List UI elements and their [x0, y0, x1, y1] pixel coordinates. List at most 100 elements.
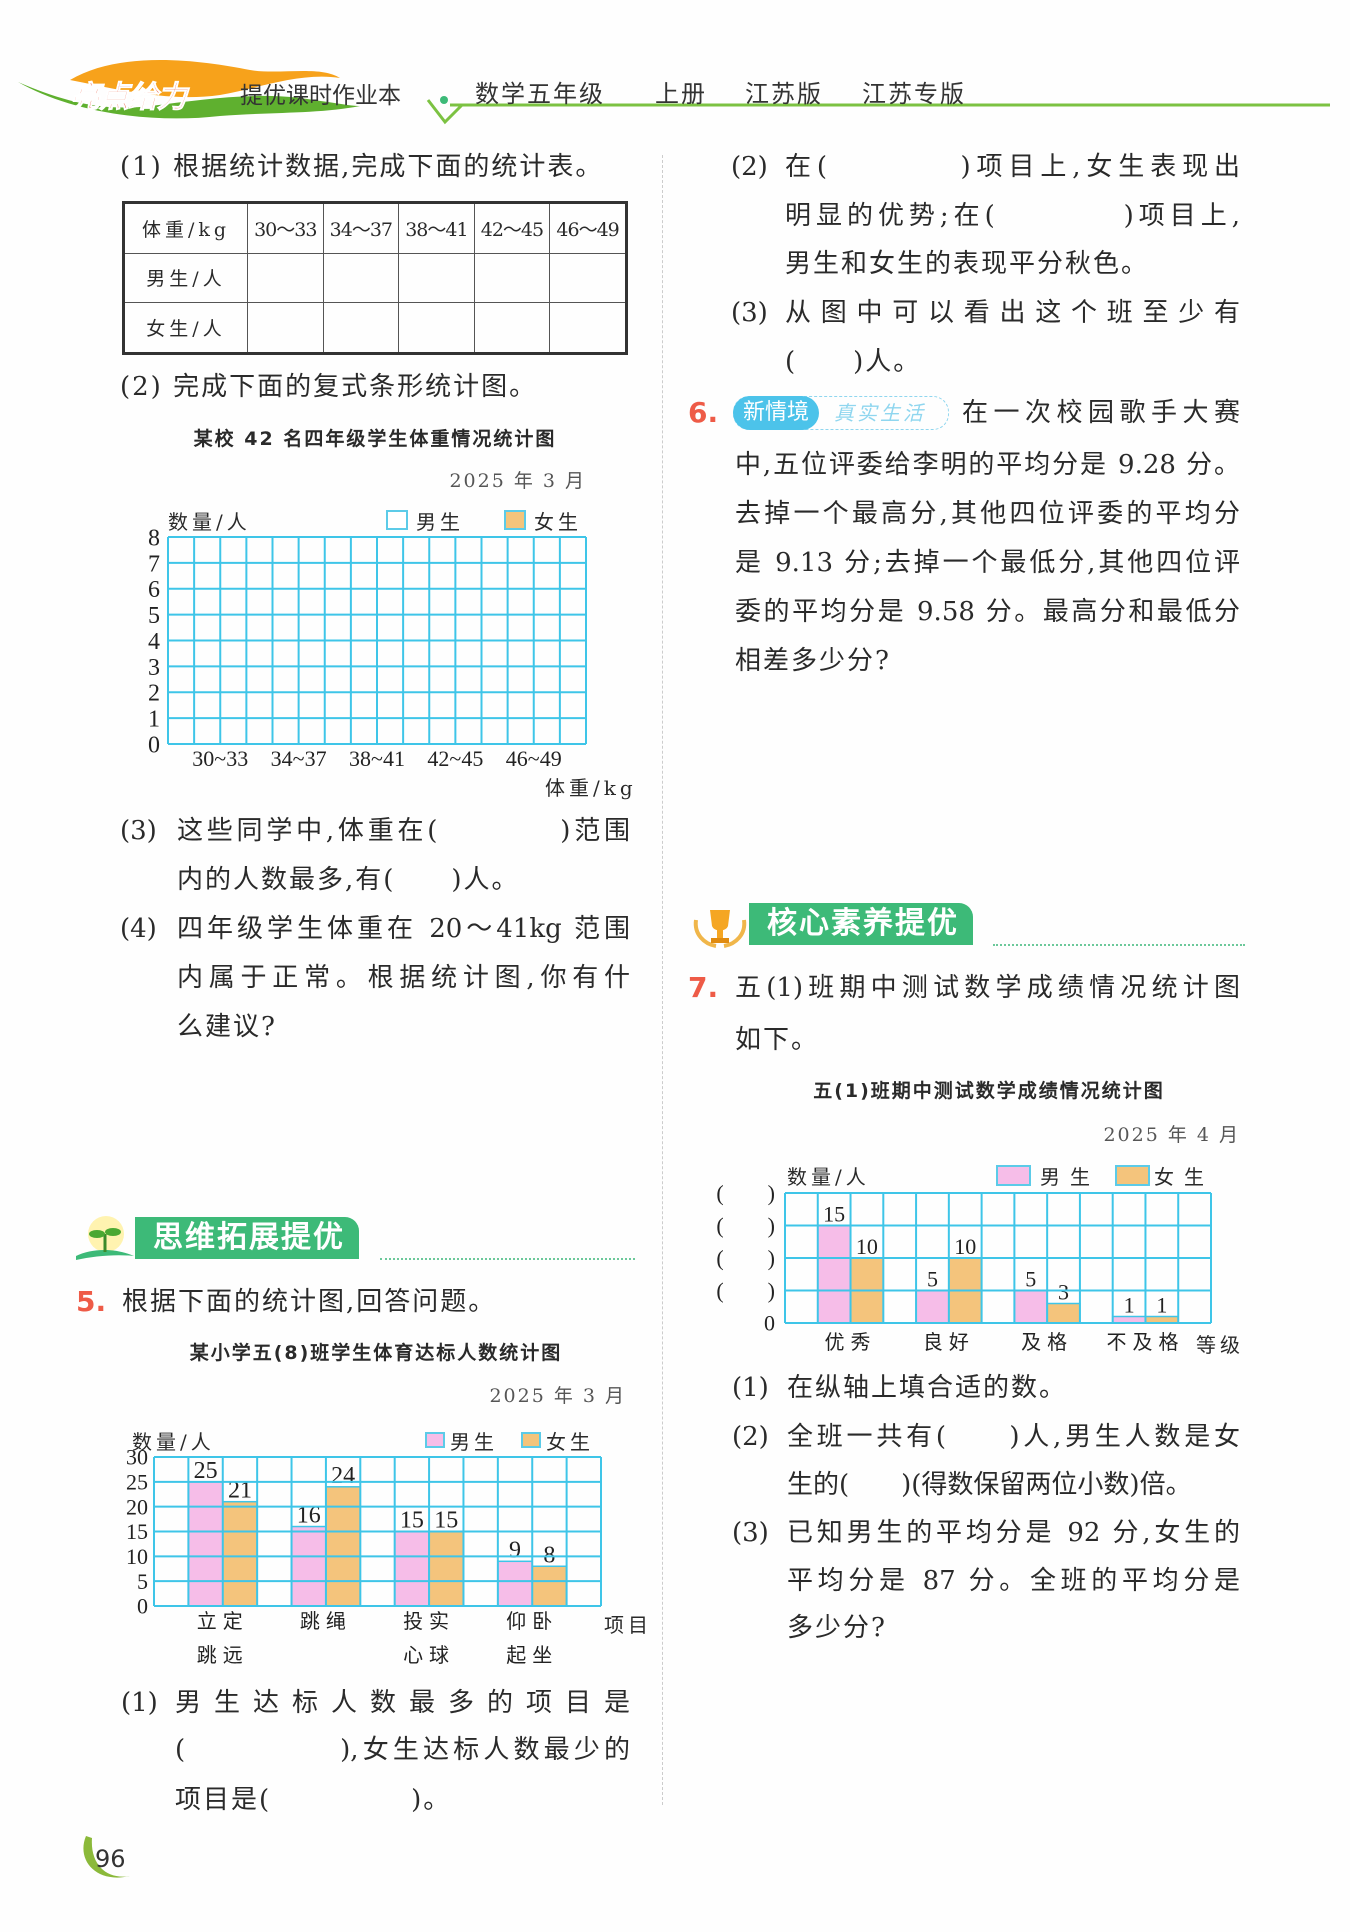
q4-part1: (1) 根据统计数据,完成下面的统计表。: [120, 152, 604, 182]
q5-part1-line: ( ),女生达标人数最少的: [175, 1735, 630, 1765]
y-tick-label: 0: [137, 1594, 148, 1619]
chart2-legend-girls-swatch: [521, 1432, 541, 1448]
bar-girls: [325, 1486, 362, 1607]
q4-part2: (2) 完成下面的复式条形统计图。: [120, 372, 538, 402]
y-tick-label: 3: [148, 655, 160, 681]
q7-part3-number: (3): [732, 1518, 769, 1548]
series-name: 提优课时作业本: [240, 83, 401, 109]
data-label: 3: [1058, 1280, 1069, 1305]
answer-cell[interactable]: [398, 302, 475, 354]
header-decoration: [18, 60, 1330, 125]
q7-part3-line: 多少分?: [787, 1613, 887, 1643]
table-header-cell: 42～45: [473, 202, 551, 254]
answer-cell[interactable]: [473, 302, 551, 354]
chart3-xlabel: 等级: [1196, 1333, 1244, 1357]
bar-girls: [531, 1565, 568, 1607]
data-label: 15: [400, 1508, 424, 1534]
trophy-icon: [693, 910, 747, 948]
q7-part2-line: 全班一共有( )人,男生人数是女: [787, 1422, 1240, 1452]
q7-part1-number: (1): [732, 1373, 769, 1403]
chart1-legend-girls: 女生: [534, 510, 582, 534]
answer-cell[interactable]: [473, 252, 551, 304]
data-label: 15: [434, 1508, 458, 1534]
table-header-cell: 30～33: [247, 202, 324, 254]
x-tick-label: 仰卧: [506, 1610, 558, 1633]
data-label: 8: [543, 1542, 555, 1568]
bar-girls: [222, 1500, 258, 1607]
q7-number: 7.: [688, 971, 719, 1004]
q6-number: 6.: [688, 396, 719, 429]
header-swoosh-orange: [70, 60, 340, 98]
y-tick-label: ( ): [716, 1213, 775, 1238]
x-tick-label: 心球: [403, 1644, 455, 1667]
data-label: 10: [856, 1234, 878, 1259]
chart1-date: 2025 年 3 月: [449, 470, 586, 492]
x-tick-label: 良好: [923, 1331, 975, 1354]
q6-line: 中,五位评委给李明的平均分是 9.28 分。: [735, 450, 1240, 480]
q4-right-part3-line: ( )人。: [785, 347, 922, 377]
weight-stat-table: 体重/kg 30～33 34～37 38～41 42～45 46～49 男生/人…: [122, 201, 628, 355]
q4-right-part2-line: 明显的优势;在( )项目上,: [785, 201, 1240, 231]
brand-logo: 亮点给力: [70, 80, 188, 116]
section-core-banner: 核心素养提优: [749, 903, 973, 945]
volume: 上册: [655, 80, 707, 108]
q6-badge-sub: 真实生活: [834, 401, 926, 425]
y-tick-label: 5: [137, 1569, 148, 1594]
y-tick-label: 7: [148, 551, 160, 577]
chart1-ylabel: 数量/人: [168, 510, 251, 534]
y-tick-label: 20: [126, 1494, 148, 1519]
chart1-legend-boys: 男生: [416, 510, 464, 534]
q5-part1-line: 项目是( )。: [175, 1785, 452, 1815]
chart1-title: 某校 42 名四年级学生体重情况统计图: [193, 428, 557, 450]
answer-cell[interactable]: [247, 252, 324, 304]
subject: 数学五年级: [475, 80, 605, 108]
header-swoosh-green: [18, 82, 360, 119]
q4-part4-number: (4): [120, 914, 157, 944]
q6-line: 在一次校园歌手大赛: [962, 398, 1240, 428]
q5-prompt: 根据下面的统计图,回答问题。: [122, 1287, 497, 1317]
data-label: 15: [823, 1202, 845, 1227]
q4-part3-line: 这些同学中,体重在( )范围: [177, 816, 630, 846]
x-tick-label: 起坐: [506, 1644, 558, 1667]
chart1-legend-girls-swatch: [504, 510, 526, 530]
chart1-xlabel: 体重/kg: [545, 776, 637, 800]
table-header-cell: 38～41: [398, 202, 475, 254]
bar-boys: [393, 1530, 430, 1607]
x-tick-label: 投实: [403, 1610, 455, 1633]
chart2-title: 某小学五(8)班学生体育达标人数统计图: [189, 1342, 563, 1364]
answer-cell[interactable]: [322, 302, 400, 354]
q4-right-part2-line: 男生和女生的表现平分秋色。: [785, 249, 1150, 279]
data-label: 24: [331, 1463, 355, 1489]
x-tick-label: 立定: [197, 1610, 249, 1633]
q5-part1-line: 男生达标人数最多的项目是: [175, 1688, 630, 1718]
y-tick-label: ( ): [716, 1278, 775, 1303]
section-thinking-banner: 思维拓展提优: [135, 1217, 359, 1259]
y-tick-label: 15: [126, 1519, 148, 1544]
table-header-cell: 体重/kg: [123, 202, 248, 254]
x-tick-label: 不及格: [1106, 1331, 1184, 1354]
q6-badge-main: 新情境: [733, 396, 820, 430]
x-tick-label: 跳绳: [300, 1610, 352, 1633]
q4-right-part2-number: (2): [731, 152, 768, 182]
bar-girls: [428, 1530, 465, 1607]
row-label: 男生/人: [123, 252, 248, 304]
bar-boys: [1013, 1289, 1048, 1324]
q7-line: 五(1)班期中测试数学成绩情况统计图: [735, 973, 1240, 1003]
answer-cell[interactable]: [398, 252, 475, 304]
answer-cell[interactable]: [549, 302, 627, 354]
answer-cell[interactable]: [322, 252, 400, 304]
x-tick-label: 跳远: [197, 1644, 249, 1667]
bar-boys: [290, 1525, 327, 1607]
q4-part3-line: 内的人数最多,有( )人。: [177, 865, 520, 895]
column-divider: [662, 155, 663, 1805]
chart2-legend-boys: 男生: [450, 1430, 498, 1454]
answer-cell[interactable]: [247, 302, 324, 354]
x-tick-label: 34~37: [271, 746, 327, 771]
table-row-boys: 男生/人: [123, 252, 627, 304]
answer-cell[interactable]: [549, 252, 627, 304]
y-tick-label: 30: [126, 1445, 148, 1470]
chart2-ylabel: 数量/人: [132, 1430, 215, 1454]
q6-badge: 新情境 真实生活: [733, 396, 949, 430]
